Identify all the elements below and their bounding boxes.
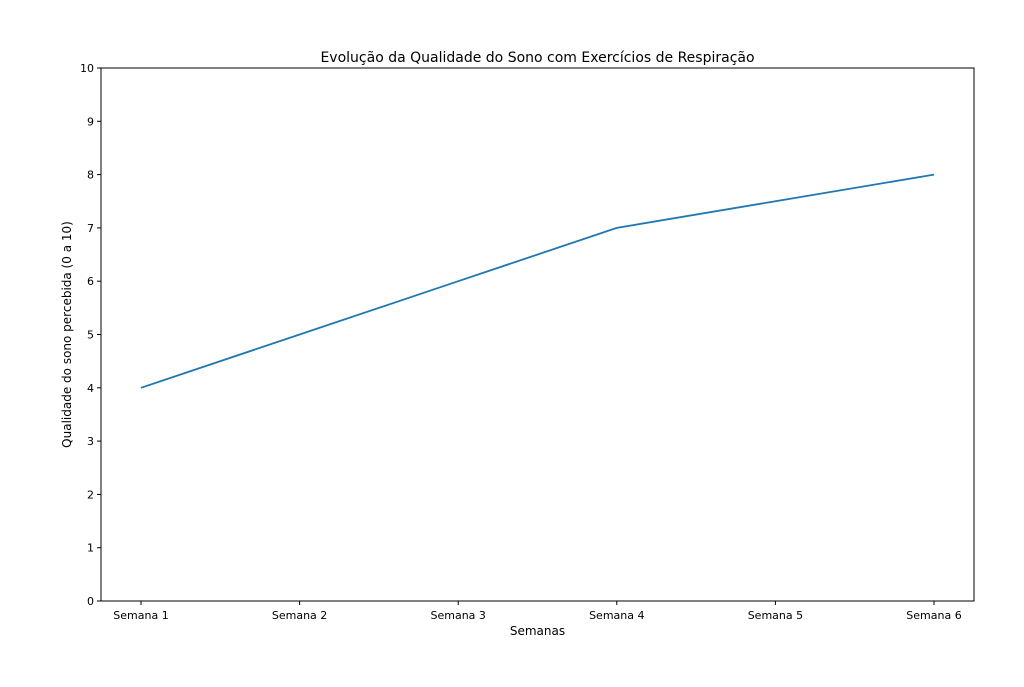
x-tick-label: Semana 4: [589, 609, 644, 622]
y-tick-label: 7: [87, 222, 94, 235]
y-tick-label: 4: [87, 382, 94, 395]
x-tick-label: Semana 6: [906, 609, 961, 622]
y-tick-label: 5: [87, 329, 94, 342]
y-tick-label: 0: [87, 595, 94, 608]
y-tick-label: 8: [87, 169, 94, 182]
y-tick-label: 3: [87, 435, 94, 448]
series-line: [141, 175, 934, 388]
chart-title: Evolução da Qualidade do Sono com Exercí…: [320, 50, 754, 66]
y-tick-label: 2: [87, 488, 94, 501]
x-axis-label: Semanas: [510, 624, 565, 638]
y-axis-label: Qualidade do sono percebida (0 a 10): [60, 221, 74, 448]
x-tick-label: Semana 1: [113, 609, 168, 622]
y-tick-label: 6: [87, 275, 94, 288]
y-tick-label: 9: [87, 115, 94, 128]
x-tick-label: Semana 5: [748, 609, 803, 622]
x-tick-label: Semana 2: [272, 609, 327, 622]
y-tick-label: 1: [87, 542, 94, 555]
plot-frame: [101, 68, 974, 601]
y-tick-label: 10: [80, 62, 94, 75]
x-tick-label: Semana 3: [430, 609, 485, 622]
